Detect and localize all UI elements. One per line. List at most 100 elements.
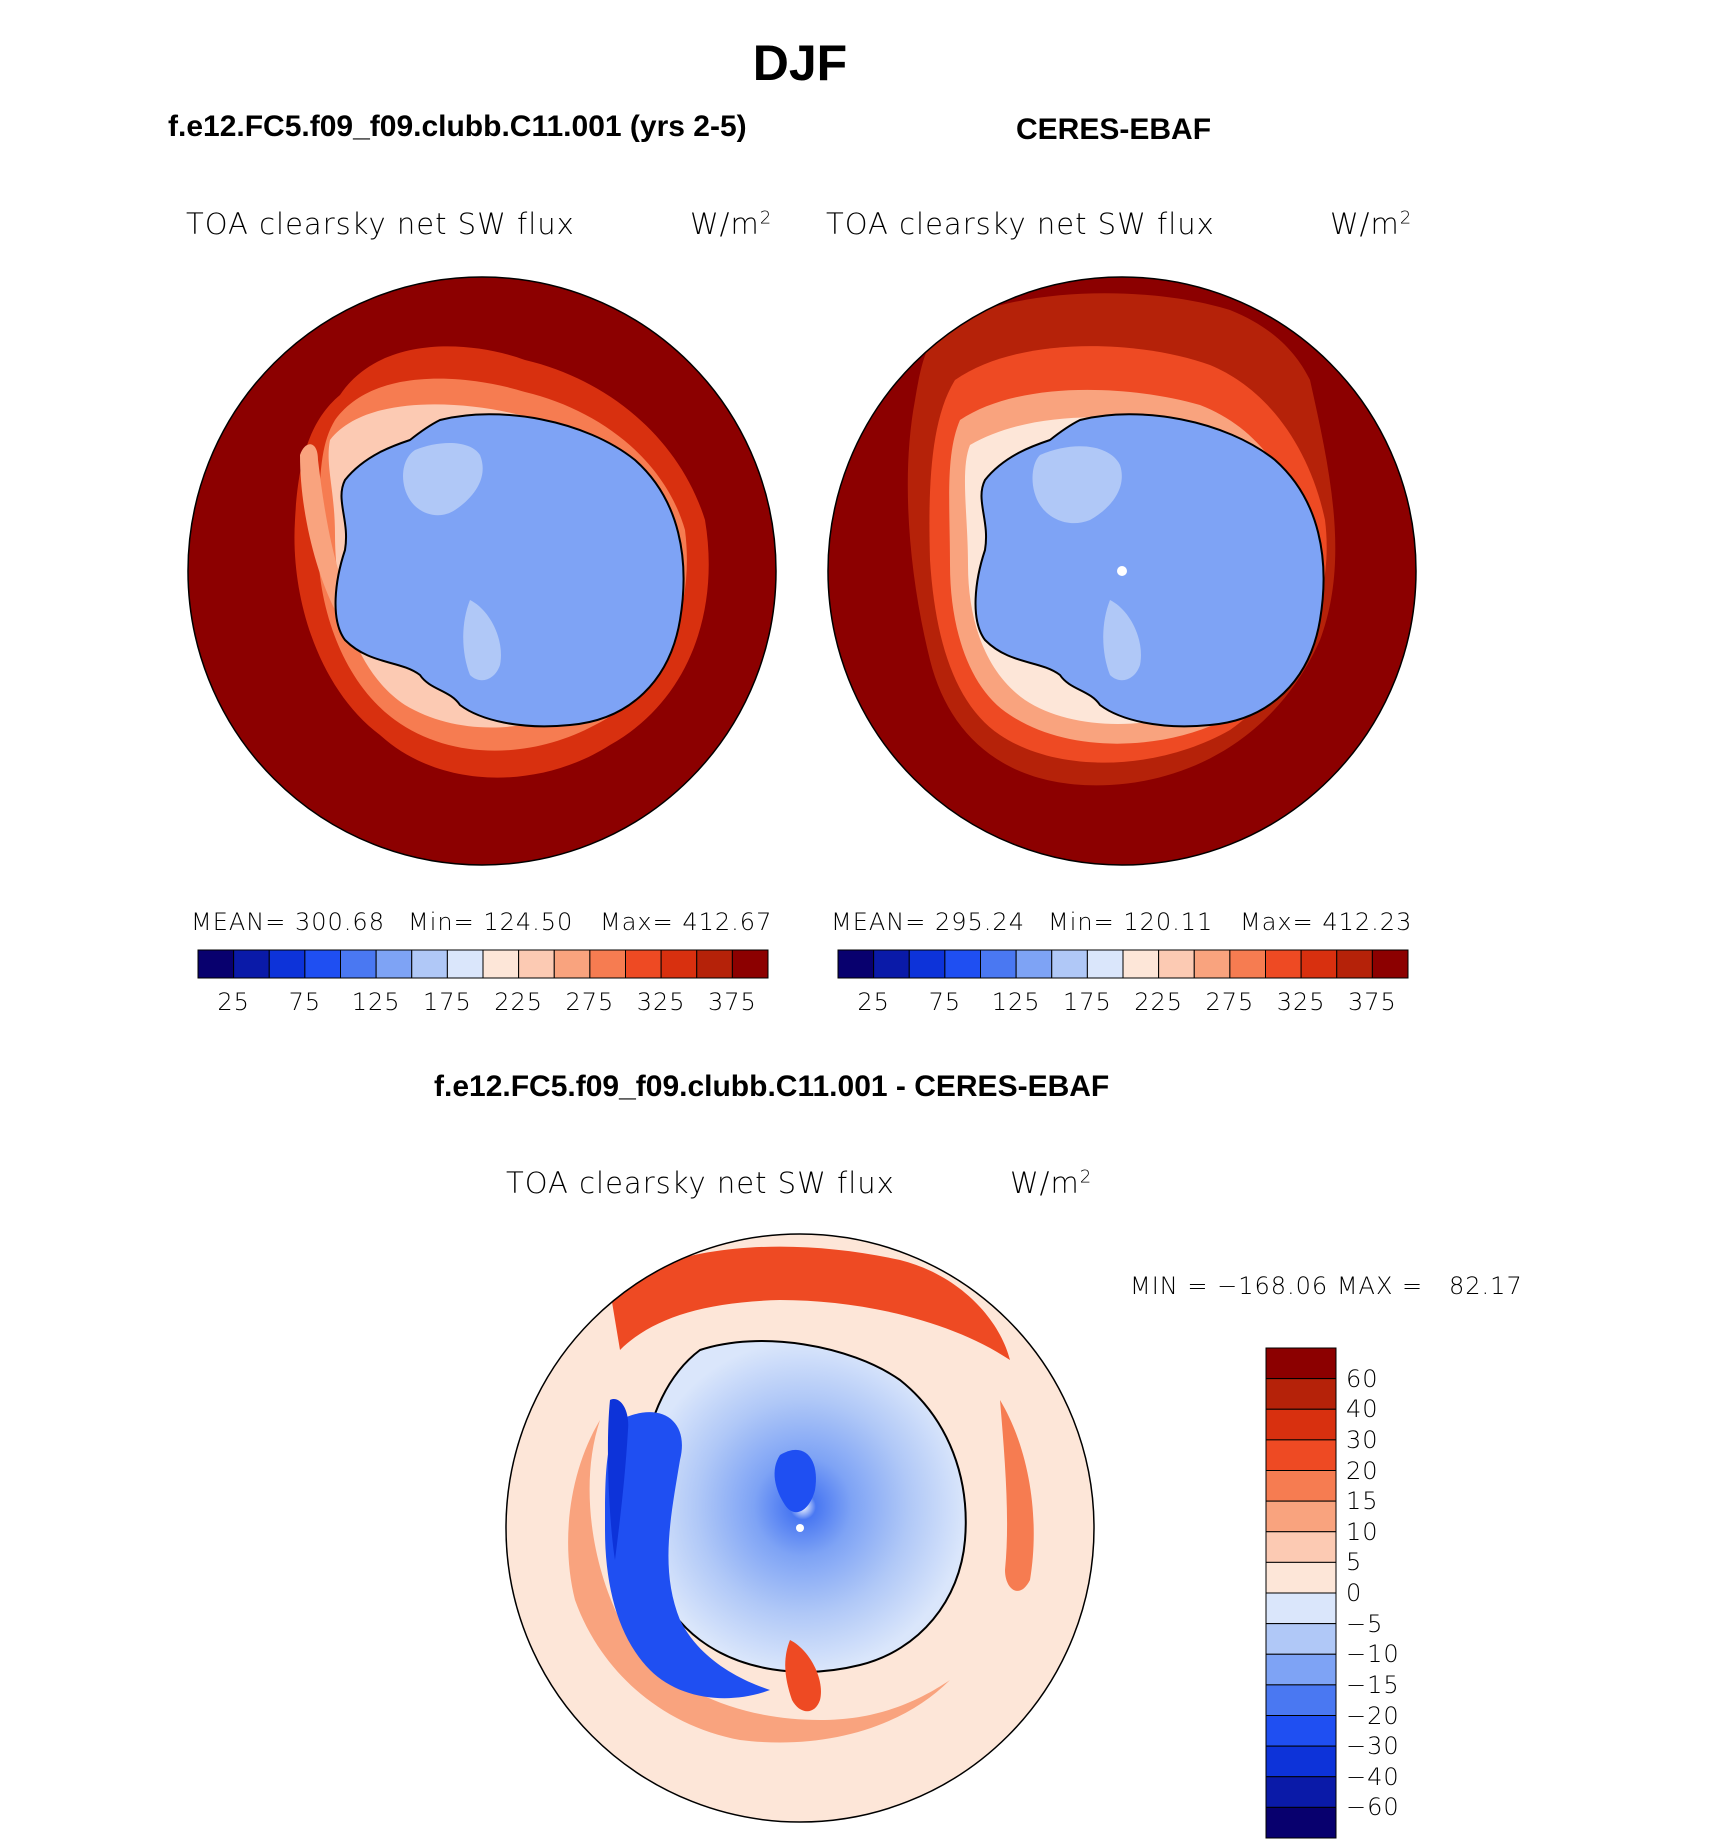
panel2-colorbar-box bbox=[1336, 949, 1373, 979]
panel3-colorbar-box bbox=[1265, 1439, 1337, 1471]
panel2-colorbar-box bbox=[1229, 949, 1266, 979]
panel3-colorbar-tick-label: −30 bbox=[1346, 1732, 1400, 1761]
panel3-colorbar-tick-label: −40 bbox=[1346, 1762, 1400, 1791]
panel2-colorbar-tick-label: 25 bbox=[857, 988, 890, 1016]
panel3-title: f.e12.FC5.f09_f09.clubb.C11.001 - CERES-… bbox=[434, 1070, 1110, 1103]
panel3-colorbar-tick-label: 30 bbox=[1346, 1425, 1379, 1454]
panel1-colorbar-box bbox=[197, 949, 235, 979]
panel3-minmax: MIN = −168.06 MAX = 82.17 bbox=[1130, 1272, 1523, 1300]
panel1-colorbar-box bbox=[268, 949, 306, 979]
panel1-colorbar-tick-label: 225 bbox=[494, 988, 544, 1016]
panel1-colorbar-box bbox=[411, 949, 448, 979]
panel3-colorbar-box bbox=[1265, 1623, 1337, 1655]
panel3-colorbar-box bbox=[1265, 1653, 1337, 1686]
panel2-colorbar-box bbox=[908, 949, 946, 979]
panel1-max: Max= 412.67 bbox=[600, 908, 773, 936]
panel2-colorbar-tick-label: 375 bbox=[1347, 988, 1397, 1016]
panel1-colorbar-tick-label: 275 bbox=[565, 988, 615, 1016]
panel3-colorbar-box bbox=[1265, 1776, 1337, 1808]
panel3-colorbar-tick-label: −60 bbox=[1346, 1793, 1400, 1822]
panel2-colorbar-tick-label: 325 bbox=[1276, 988, 1326, 1016]
panel3-colorbar-tick-label: 20 bbox=[1346, 1456, 1379, 1485]
panel2-colorbar-box bbox=[980, 949, 1017, 979]
panel1-colorbar-box bbox=[731, 949, 769, 979]
panel1-colorbar-box bbox=[482, 949, 520, 979]
panel3-colorbar-box bbox=[1265, 1715, 1337, 1747]
panel3-colorbar-box bbox=[1265, 1408, 1337, 1441]
panel1-units: W/m2 bbox=[690, 207, 773, 241]
panel2-variable-label: TOA clearsky net SW flux bbox=[826, 207, 1215, 241]
panel2-map bbox=[827, 276, 1417, 866]
panel2-colorbar-tick-label: 125 bbox=[991, 988, 1041, 1016]
panel1-colorbar-tick-label: 125 bbox=[351, 988, 401, 1016]
panel3-colorbar-box bbox=[1265, 1745, 1337, 1778]
panel2-colorbar-tick-label: 75 bbox=[928, 988, 962, 1016]
panel3-colorbar-box bbox=[1265, 1806, 1337, 1839]
panel1-variable-label: TOA clearsky net SW flux bbox=[186, 207, 575, 241]
panel2-colorbar-box bbox=[1158, 949, 1195, 979]
panel2-colorbar-tick-label: 275 bbox=[1205, 988, 1255, 1016]
panel3-units: W/m2 bbox=[1010, 1166, 1093, 1200]
panel3-colorbar-box bbox=[1265, 1531, 1337, 1563]
panel2-colorbar-box bbox=[873, 949, 910, 979]
panel2-colorbar-tick-label: 225 bbox=[1134, 988, 1184, 1016]
panel3-colorbar-tick-label: −10 bbox=[1346, 1640, 1400, 1669]
panel3-colorbar-tick-label: 5 bbox=[1346, 1548, 1363, 1577]
panel3-colorbar-tick-label: −15 bbox=[1346, 1670, 1400, 1699]
panel2-colorbar-box bbox=[1193, 949, 1231, 979]
panel3-colorbar-box bbox=[1265, 1561, 1337, 1594]
panel2-max: Max= 412.23 bbox=[1240, 908, 1413, 936]
panel1-colorbar-tick-label: 25 bbox=[217, 988, 250, 1016]
panel2-colorbar-box bbox=[1122, 949, 1160, 979]
panel2-title: CERES-EBAF bbox=[1016, 113, 1212, 146]
panel3-colorbar-tick-label: 0 bbox=[1346, 1579, 1363, 1607]
panel3-colorbar-tick-label: 60 bbox=[1346, 1364, 1379, 1393]
panel3-colorbar-box bbox=[1265, 1347, 1337, 1380]
panel1-mean: MEAN= 300.68 bbox=[191, 908, 385, 936]
panel1-colorbar-box bbox=[233, 949, 270, 979]
panel2-min: Min= 120.11 bbox=[1048, 908, 1214, 936]
panel1-map bbox=[187, 276, 777, 866]
page-title: DJF bbox=[752, 35, 848, 91]
panel3-colorbar-tick-label: 10 bbox=[1346, 1517, 1379, 1546]
panel2-colorbar-box bbox=[1051, 949, 1088, 979]
panel2-colorbar-tick-label: 175 bbox=[1062, 988, 1112, 1016]
panel3-colorbar-tick-label: 15 bbox=[1346, 1487, 1379, 1516]
panel2-colorbar-box bbox=[837, 949, 875, 979]
panel3-colorbar-box bbox=[1265, 1378, 1337, 1410]
panel1-colorbar-box bbox=[696, 949, 733, 979]
panel3-colorbar-box bbox=[1265, 1500, 1337, 1533]
panel1-colorbar-box bbox=[625, 949, 662, 979]
panel1-colorbar-box bbox=[660, 949, 698, 979]
panel2-colorbar-box bbox=[1086, 949, 1124, 979]
panel1-colorbar-tick-label: 325 bbox=[636, 988, 686, 1016]
panel3-colorbar-box bbox=[1265, 1684, 1337, 1716]
panel3-colorbar-tick-label: −20 bbox=[1346, 1701, 1400, 1730]
panel3-map bbox=[505, 1233, 1095, 1823]
panel1-colorbar-box bbox=[375, 949, 413, 979]
panel3-colorbar bbox=[1265, 1347, 1337, 1839]
panel2-colorbar-box bbox=[1015, 949, 1053, 979]
panel2-colorbar-box bbox=[1300, 949, 1338, 979]
panel1-colorbar-box bbox=[304, 949, 341, 979]
panel1-colorbar-box bbox=[589, 949, 626, 979]
panel3-variable-label: TOA clearsky net SW flux bbox=[506, 1166, 895, 1200]
panel3-colorbar-tick-label: 40 bbox=[1346, 1395, 1379, 1424]
panel2-mean: MEAN= 295.24 bbox=[831, 908, 1025, 936]
panel1-min: Min= 124.50 bbox=[408, 908, 574, 936]
panel3-colorbar-box bbox=[1265, 1470, 1337, 1502]
panel1-colorbar-tick-label: 75 bbox=[288, 988, 322, 1016]
panel1-title: f.e12.FC5.f09_f09.clubb.C11.001 (yrs 2-5… bbox=[168, 110, 747, 143]
panel1-colorbar-box bbox=[446, 949, 484, 979]
panel2-colorbar-box bbox=[1371, 949, 1409, 979]
panel2-colorbar bbox=[837, 949, 1409, 979]
panel2-units: W/m2 bbox=[1330, 207, 1413, 241]
panel1-colorbar-tick-label: 175 bbox=[422, 988, 472, 1016]
panel2-colorbar-box bbox=[944, 949, 981, 979]
panel3-colorbar-tick-label: −5 bbox=[1346, 1609, 1384, 1638]
panel1-colorbar-box bbox=[518, 949, 555, 979]
panel1-colorbar-box bbox=[340, 949, 377, 979]
panel1-colorbar bbox=[197, 949, 769, 979]
panel3-colorbar-box bbox=[1265, 1592, 1337, 1625]
